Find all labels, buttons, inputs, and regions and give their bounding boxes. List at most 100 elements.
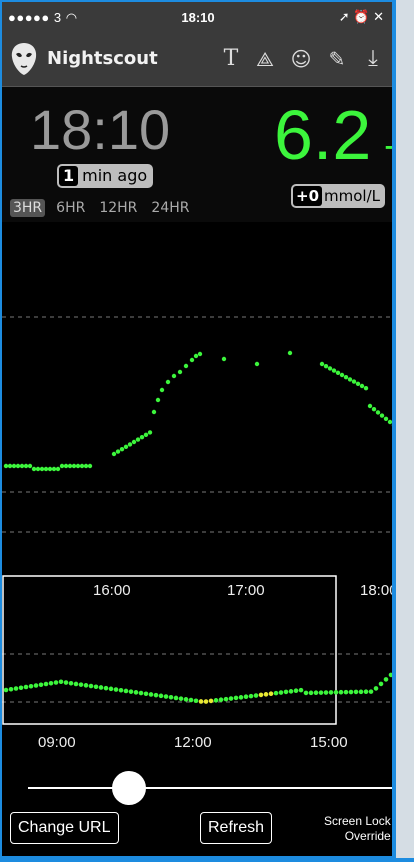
overview-reading-dot [333,690,339,695]
chart-scroll-thumb[interactable] [112,771,146,805]
glucose-reading-dot [23,463,29,469]
time-range-selector: 3HR 6HR 12HR 24HR [10,199,201,217]
text-tool-icon[interactable]: T [223,46,239,71]
glucose-reading-dot [335,370,341,375]
glucose-reading-dot [51,466,57,472]
overview-reading-dot [3,687,9,693]
overview-reading-dot [8,686,14,692]
overview-reading-dot [238,695,244,700]
overview-reading-dot [68,680,74,686]
glucose-reading-dot [135,437,141,442]
delta-badge: +0 mmol/L [291,184,385,208]
glucose-reading-dot [387,419,392,425]
overview-reading-dot [273,690,279,696]
glucose-reading-dot [67,463,73,469]
overview-tick-09: 09:00 [38,734,76,751]
status-icons: ➚ ⏰ ✕ [338,9,384,24]
overview-reading-dot [193,698,199,704]
overview-reading-dot [198,699,204,704]
overview-reading-dot [18,685,24,691]
overview-reading-dot [368,689,374,694]
nightscout-logo-icon [11,43,37,75]
glucose-reading-dot [79,463,85,469]
overview-reading-dot [153,692,159,698]
refresh-button[interactable]: Refresh [200,812,273,844]
minutes-ago-label: min ago [82,166,148,185]
overview-reading-dot [303,690,309,696]
app-header: Nightscout T ⟁ ☺ ✎ ⤓ [2,32,392,87]
glucose-reading-dot [127,442,133,447]
glucose-reading-dot [151,409,157,415]
range-3hr[interactable]: 3HR [10,199,46,217]
glucose-reading-dot [177,369,183,375]
glucose-reading-dot [87,463,93,469]
glucose-reading-dot [111,451,117,457]
glucose-reading-dot [287,350,293,356]
screen-lock-override-button[interactable]: Screen Lock Override [324,814,391,843]
overview-reading-dot [353,689,359,695]
overview-reading-dot [103,685,109,691]
glucose-reading-dot [147,430,153,435]
overview-reading-dot [13,686,19,691]
overview-reading-dot [248,693,254,699]
overview-reading-dot [318,690,324,695]
overview-reading-dot [158,693,164,699]
overview-reading-dot [298,687,304,693]
overview-reading-dot [173,695,179,701]
overview-reading-dot [93,684,99,690]
carrier-label: ●●●●● 3 ◠ [8,10,78,25]
glucose-reading-dot [375,410,381,415]
glucose-reading-dot [19,463,25,469]
shapes-icon[interactable]: ⟁ [256,47,274,71]
app-frame: ●●●●● 3 ◠ 18:10 ➚ ⏰ ✕ Nightscout T ⟁ ☺ ✎… [0,0,392,858]
overview-reading-dot [63,680,69,685]
change-url-button[interactable]: Change URL [10,812,119,844]
glucose-value: 6.2→ [274,95,392,175]
glucose-reading-dot [165,379,171,385]
overview-reading-dot [363,689,369,695]
range-12hr[interactable]: 12HR [99,200,138,216]
range-24hr[interactable]: 24HR [151,200,190,216]
overview-reading-dot [138,690,144,696]
overview-reading-dot [253,693,259,698]
overview-reading-dot [308,690,314,696]
overview-reading-dot [118,687,124,693]
units-label: mmol/L [324,187,380,205]
glucose-reading-dot [71,463,77,469]
overview-reading-dot [23,684,29,690]
main-tick-18: 18:00 [360,582,392,599]
overview-reading-dot [123,688,129,694]
chart-canvas [2,316,392,725]
overview-reading-dot [168,694,174,700]
glucose-reading-dot [131,439,137,445]
glucose-reading-dot [189,357,195,363]
glucose-reading-dot [27,463,33,469]
overview-reading-dot [78,682,84,687]
range-6hr[interactable]: 6HR [56,200,86,216]
overview-reading-dot [58,679,64,685]
download-icon[interactable]: ⤓ [368,46,378,71]
glucose-reading-dot [115,449,121,454]
glucose-reading-dot [327,366,333,371]
glucose-reading-dot [331,368,337,373]
glucose-reading-dot [11,463,17,469]
overview-reading-dot [228,696,234,701]
overview-reading-dot [203,699,209,704]
chart-scroll-track[interactable] [28,787,392,789]
pencil-icon[interactable]: ✎ [328,47,346,71]
glucose-chart[interactable]: 16:00 17:00 18:00 09:00 12:00 15:00 [2,222,392,760]
glucose-reading-dot [183,363,189,369]
sticker-icon[interactable]: ☺ [290,47,312,71]
glucose-reading-dot [367,403,373,409]
glucose-reading-dot [221,356,227,362]
glucose-reading-dot [383,416,389,421]
glucose-reading-dot [63,463,69,469]
overview-reading-dot [278,690,284,695]
overview-reading-dot [383,677,389,682]
overview-reading-dot [233,695,239,701]
overview-reading-dot [378,681,384,687]
trend-arrow-icon: → [371,96,392,174]
overview-reading-dot [258,692,264,698]
glucose-reading-dot [139,435,145,440]
